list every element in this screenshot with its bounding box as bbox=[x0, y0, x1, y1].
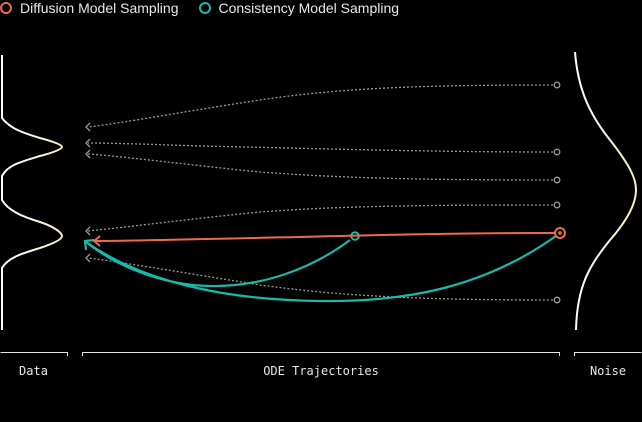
ode-trajectories-label: ODE Trajectories bbox=[263, 364, 379, 378]
trajectory-5 bbox=[87, 257, 554, 301]
ode-trajectories bbox=[87, 84, 554, 301]
arrow-left-icon bbox=[85, 149, 91, 159]
arrow-left-icon bbox=[85, 138, 91, 148]
legend-label-diffusion: Diffusion Model Sampling bbox=[20, 0, 179, 16]
start-point-icon bbox=[553, 296, 561, 304]
consistency-jump-short bbox=[85, 239, 351, 288]
start-point-icon bbox=[553, 148, 561, 156]
diffusion-start-icon bbox=[554, 227, 566, 239]
trajectory-3 bbox=[87, 153, 554, 181]
data-distribution-curve bbox=[1, 55, 64, 330]
diffusion-sampling bbox=[92, 227, 566, 247]
legend-item-consistency: Consistency Model Sampling bbox=[198, 0, 400, 16]
trajectory-2 bbox=[87, 142, 554, 153]
consistency-jump-long bbox=[85, 235, 557, 303]
bracket-noise bbox=[574, 352, 642, 356]
diffusion-circle-icon bbox=[0, 2, 12, 14]
legend-label-consistency: Consistency Model Sampling bbox=[218, 0, 400, 16]
diffusion-path bbox=[93, 232, 557, 242]
section-brackets bbox=[0, 352, 642, 356]
trajectory-arrowheads bbox=[85, 122, 91, 263]
diffusion-arrowhead-icon bbox=[92, 235, 101, 247]
consistency-sampling bbox=[83, 231, 557, 303]
noise-distribution-curve bbox=[574, 51, 638, 331]
legend: Diffusion Model Sampling Consistency Mod… bbox=[0, 0, 419, 16]
consistency-circle-icon bbox=[198, 2, 211, 14]
legend-item-diffusion: Diffusion Model Sampling bbox=[0, 0, 179, 16]
arrow-left-icon bbox=[85, 253, 91, 263]
bracket-ode bbox=[82, 352, 560, 356]
trajectory-start-points bbox=[553, 81, 561, 304]
start-point-icon bbox=[553, 201, 561, 209]
trajectory-4 bbox=[87, 204, 554, 232]
trajectory-1 bbox=[87, 84, 554, 128]
consistency-arrowhead-icon bbox=[83, 238, 95, 251]
start-point-icon bbox=[553, 176, 561, 184]
diffusion-start-dot-icon bbox=[558, 231, 562, 235]
data-label: Data bbox=[19, 364, 48, 378]
bracket-data bbox=[0, 352, 68, 356]
start-point-icon bbox=[553, 81, 561, 89]
arrow-left-icon bbox=[85, 122, 91, 132]
arrow-left-icon bbox=[85, 226, 91, 236]
noise-label: Noise bbox=[589, 364, 627, 378]
